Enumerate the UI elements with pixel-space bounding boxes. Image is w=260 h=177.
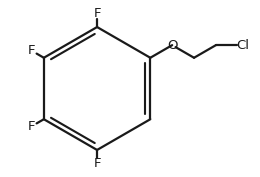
Text: F: F (93, 157, 101, 170)
Text: O: O (167, 39, 177, 52)
Text: Cl: Cl (236, 39, 249, 52)
Text: F: F (28, 44, 36, 57)
Text: F: F (93, 7, 101, 20)
Text: F: F (28, 120, 36, 133)
